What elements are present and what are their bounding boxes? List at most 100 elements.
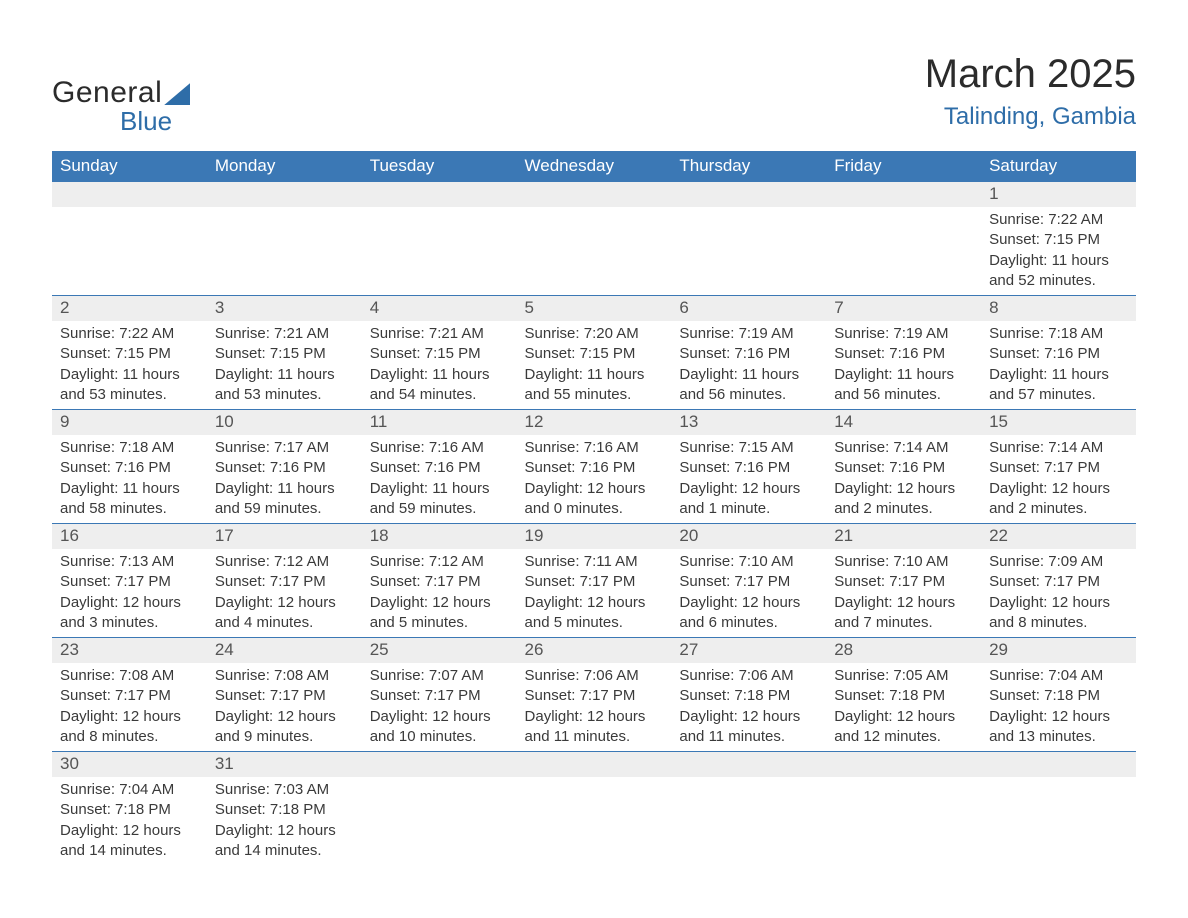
day-number-cell — [362, 182, 517, 208]
day-detail-cell — [826, 207, 981, 296]
day-detail-cell — [207, 207, 362, 296]
day-detail-cell: Sunrise: 7:04 AMSunset: 7:18 PMDaylight:… — [52, 777, 207, 865]
day-number-cell: 20 — [671, 524, 826, 550]
day-detail-cell: Sunrise: 7:16 AMSunset: 7:16 PMDaylight:… — [362, 435, 517, 524]
day-number-cell: 7 — [826, 296, 981, 322]
day-detail-cell: Sunrise: 7:16 AMSunset: 7:16 PMDaylight:… — [517, 435, 672, 524]
day-number-cell — [671, 182, 826, 208]
day-number-cell: 17 — [207, 524, 362, 550]
day-detail-cell: Sunrise: 7:06 AMSunset: 7:17 PMDaylight:… — [517, 663, 672, 752]
logo-text-blue: Blue — [120, 106, 190, 137]
day-detail-cell: Sunrise: 7:17 AMSunset: 7:16 PMDaylight:… — [207, 435, 362, 524]
month-title: March 2025 — [925, 52, 1136, 97]
weekday-header: Sunday — [52, 151, 207, 182]
day-detail-cell: Sunrise: 7:05 AMSunset: 7:18 PMDaylight:… — [826, 663, 981, 752]
day-detail-cell: Sunrise: 7:08 AMSunset: 7:17 PMDaylight:… — [207, 663, 362, 752]
day-detail-cell: Sunrise: 7:07 AMSunset: 7:17 PMDaylight:… — [362, 663, 517, 752]
day-number-cell: 19 — [517, 524, 672, 550]
day-number-cell: 22 — [981, 524, 1136, 550]
day-detail-row: Sunrise: 7:22 AMSunset: 7:15 PMDaylight:… — [52, 207, 1136, 296]
day-number-cell — [981, 752, 1136, 778]
weekday-header: Monday — [207, 151, 362, 182]
day-number-cell: 6 — [671, 296, 826, 322]
day-detail-cell: Sunrise: 7:04 AMSunset: 7:18 PMDaylight:… — [981, 663, 1136, 752]
day-detail-row: Sunrise: 7:22 AMSunset: 7:15 PMDaylight:… — [52, 321, 1136, 410]
location: Talinding, Gambia — [925, 103, 1136, 131]
day-detail-cell: Sunrise: 7:10 AMSunset: 7:17 PMDaylight:… — [826, 549, 981, 638]
day-number-cell — [517, 182, 672, 208]
weekday-header: Friday — [826, 151, 981, 182]
day-detail-row: Sunrise: 7:13 AMSunset: 7:17 PMDaylight:… — [52, 549, 1136, 638]
day-number-cell: 16 — [52, 524, 207, 550]
day-number-cell: 1 — [981, 182, 1136, 208]
title-block: March 2025 Talinding, Gambia — [925, 52, 1136, 131]
day-detail-cell — [671, 777, 826, 865]
day-number-cell: 13 — [671, 410, 826, 436]
day-detail-cell: Sunrise: 7:19 AMSunset: 7:16 PMDaylight:… — [826, 321, 981, 410]
day-detail-row: Sunrise: 7:04 AMSunset: 7:18 PMDaylight:… — [52, 777, 1136, 865]
day-detail-cell — [826, 777, 981, 865]
day-detail-cell: Sunrise: 7:12 AMSunset: 7:17 PMDaylight:… — [362, 549, 517, 638]
day-detail-cell — [517, 777, 672, 865]
day-detail-row: Sunrise: 7:18 AMSunset: 7:16 PMDaylight:… — [52, 435, 1136, 524]
day-detail-cell: Sunrise: 7:08 AMSunset: 7:17 PMDaylight:… — [52, 663, 207, 752]
logo: General Blue — [52, 76, 190, 137]
day-detail-cell: Sunrise: 7:18 AMSunset: 7:16 PMDaylight:… — [981, 321, 1136, 410]
day-number-cell: 4 — [362, 296, 517, 322]
day-detail-cell: Sunrise: 7:11 AMSunset: 7:17 PMDaylight:… — [517, 549, 672, 638]
day-number-cell — [207, 182, 362, 208]
day-detail-cell: Sunrise: 7:10 AMSunset: 7:17 PMDaylight:… — [671, 549, 826, 638]
day-number-cell: 24 — [207, 638, 362, 664]
day-detail-cell: Sunrise: 7:14 AMSunset: 7:17 PMDaylight:… — [981, 435, 1136, 524]
day-number-row: 16171819202122 — [52, 524, 1136, 550]
weekday-header: Thursday — [671, 151, 826, 182]
day-number-row: 1 — [52, 182, 1136, 208]
day-number-cell: 29 — [981, 638, 1136, 664]
day-detail-cell: Sunrise: 7:21 AMSunset: 7:15 PMDaylight:… — [207, 321, 362, 410]
day-number-row: 3031 — [52, 752, 1136, 778]
day-number-cell — [52, 182, 207, 208]
day-number-cell: 30 — [52, 752, 207, 778]
day-number-cell: 28 — [826, 638, 981, 664]
day-detail-cell: Sunrise: 7:22 AMSunset: 7:15 PMDaylight:… — [981, 207, 1136, 296]
day-number-cell: 14 — [826, 410, 981, 436]
weekday-header-row: SundayMondayTuesdayWednesdayThursdayFrid… — [52, 151, 1136, 182]
calendar-table: SundayMondayTuesdayWednesdayThursdayFrid… — [52, 151, 1136, 865]
day-detail-cell — [52, 207, 207, 296]
header: General Blue March 2025 Talinding, Gambi… — [52, 52, 1136, 137]
day-number-cell: 25 — [362, 638, 517, 664]
day-number-row: 9101112131415 — [52, 410, 1136, 436]
day-detail-cell: Sunrise: 7:20 AMSunset: 7:15 PMDaylight:… — [517, 321, 672, 410]
weekday-header: Tuesday — [362, 151, 517, 182]
day-detail-cell — [517, 207, 672, 296]
day-number-cell: 8 — [981, 296, 1136, 322]
day-detail-cell: Sunrise: 7:19 AMSunset: 7:16 PMDaylight:… — [671, 321, 826, 410]
day-detail-cell: Sunrise: 7:22 AMSunset: 7:15 PMDaylight:… — [52, 321, 207, 410]
day-number-cell: 15 — [981, 410, 1136, 436]
day-number-cell: 5 — [517, 296, 672, 322]
weekday-header: Wednesday — [517, 151, 672, 182]
day-detail-cell: Sunrise: 7:15 AMSunset: 7:16 PMDaylight:… — [671, 435, 826, 524]
day-detail-cell: Sunrise: 7:06 AMSunset: 7:18 PMDaylight:… — [671, 663, 826, 752]
day-detail-cell: Sunrise: 7:12 AMSunset: 7:17 PMDaylight:… — [207, 549, 362, 638]
day-number-cell: 27 — [671, 638, 826, 664]
day-number-cell: 12 — [517, 410, 672, 436]
day-number-cell: 3 — [207, 296, 362, 322]
day-detail-cell — [671, 207, 826, 296]
day-number-row: 2345678 — [52, 296, 1136, 322]
day-number-cell — [826, 182, 981, 208]
day-detail-cell — [981, 777, 1136, 865]
day-number-cell: 23 — [52, 638, 207, 664]
day-detail-cell: Sunrise: 7:09 AMSunset: 7:17 PMDaylight:… — [981, 549, 1136, 638]
day-detail-cell — [362, 207, 517, 296]
day-number-cell — [517, 752, 672, 778]
day-number-cell: 11 — [362, 410, 517, 436]
day-detail-cell — [362, 777, 517, 865]
day-detail-row: Sunrise: 7:08 AMSunset: 7:17 PMDaylight:… — [52, 663, 1136, 752]
day-detail-cell: Sunrise: 7:03 AMSunset: 7:18 PMDaylight:… — [207, 777, 362, 865]
logo-text-general: General — [52, 76, 162, 110]
logo-sail-icon — [164, 83, 190, 105]
day-number-cell — [826, 752, 981, 778]
day-number-cell: 31 — [207, 752, 362, 778]
day-number-cell: 18 — [362, 524, 517, 550]
